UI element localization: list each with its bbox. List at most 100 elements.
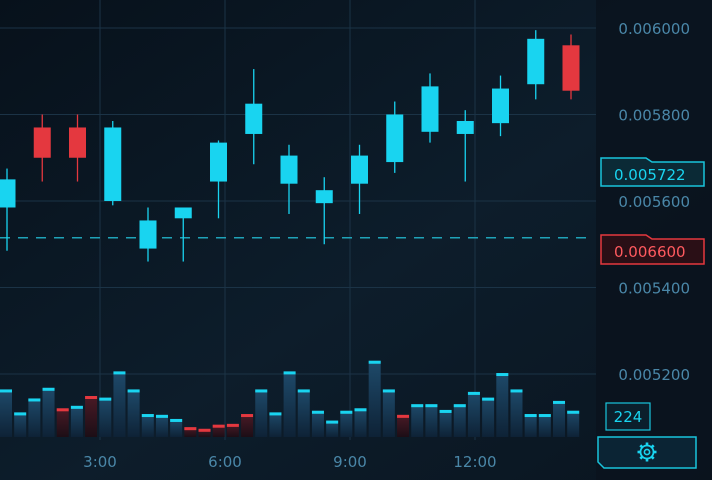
volume-bar (538, 414, 551, 437)
volume-bar (170, 418, 183, 437)
time-label-2: 9:00 (333, 453, 367, 471)
volume-bar (141, 414, 154, 437)
candle-bull[interactable] (492, 88, 509, 124)
current-price-tag[interactable]: 0.005722 (600, 157, 705, 187)
volume-bar (496, 373, 509, 437)
settings-button[interactable] (597, 436, 697, 469)
volume-bar (226, 423, 239, 437)
settings-button-frame[interactable] (597, 436, 697, 469)
candle-bull[interactable] (315, 190, 333, 204)
volume-bar (241, 414, 254, 437)
volume-badge: 224 (605, 402, 651, 431)
volume-bar (269, 412, 282, 437)
volume-bar-cap (56, 408, 69, 412)
volume-bar (340, 410, 353, 437)
volume-bar-cap (482, 397, 495, 401)
volume-bar (425, 404, 438, 437)
candle-bull[interactable] (0, 179, 16, 208)
alert-price-tag[interactable]: 0.006600 (600, 234, 705, 265)
gear-icon[interactable] (637, 442, 657, 462)
volume-bar-cap (85, 396, 98, 399)
candle-bull[interactable] (351, 155, 368, 184)
candle-bull[interactable] (421, 86, 439, 132)
volume-bar (0, 389, 12, 437)
volume-bar-cap (411, 404, 424, 408)
volume-bar (382, 389, 395, 437)
time-label-3: 12:00 (453, 453, 496, 471)
price-label-3: 0.005400 (618, 280, 690, 298)
volume-bar (28, 398, 41, 437)
volume-bar (85, 396, 98, 437)
volume-bar-cap (553, 400, 566, 404)
volume-bar-cap (354, 408, 367, 412)
candle-bear[interactable] (562, 45, 580, 91)
volume-bar-cap (467, 391, 480, 395)
volume-bar (14, 412, 27, 437)
candle-bear[interactable] (69, 127, 86, 158)
volume-bar-cap (155, 414, 168, 418)
current-price-value: 0.005722 (614, 166, 686, 184)
volume-bar (184, 427, 197, 437)
volume-bar-cap (439, 409, 452, 413)
price-label-1: 0.005800 (618, 107, 690, 125)
candle-bull[interactable] (456, 120, 474, 134)
volume-bar-cap (510, 389, 523, 393)
volume-bar (113, 371, 126, 437)
volume-bar-cap (170, 418, 183, 422)
candle-bull[interactable] (174, 207, 192, 219)
volume-bar-cap (326, 420, 339, 424)
volume-bar (482, 397, 495, 437)
volume-bar-cap (42, 387, 55, 391)
price-axis: 0.006000 0.005800 0.005600 0.005400 0.00… (618, 20, 690, 384)
volume-bar (567, 410, 580, 437)
candle-bull[interactable] (527, 38, 545, 85)
volume-bar-cap (311, 410, 324, 414)
volume-bar (397, 414, 410, 437)
time-axis: 3:00 6:00 9:00 12:00 (83, 453, 496, 471)
price-label-0: 0.006000 (618, 20, 690, 38)
volume-bar-cap (496, 373, 509, 377)
volume-bar-cap (397, 414, 410, 418)
price-label-2: 0.005600 (618, 193, 690, 211)
volume-bar-cap (113, 371, 126, 375)
volume-bar (255, 389, 268, 437)
candle-bull[interactable] (245, 103, 263, 134)
volume-bar-cap (0, 389, 12, 393)
volume-bar-cap (99, 397, 112, 401)
volume-bar-cap (368, 360, 381, 364)
volume-bar-cap (14, 412, 27, 416)
volume-bar-cap (538, 414, 551, 418)
candle-bull[interactable] (139, 220, 157, 249)
volume-bar-cap (141, 414, 154, 418)
volume-bar-cap (425, 404, 438, 408)
candle-bear[interactable] (33, 127, 51, 158)
candle-bull[interactable] (210, 142, 227, 182)
volume-badge-value: 224 (614, 408, 643, 426)
volume-bar-cap (184, 427, 197, 431)
volume-bar (510, 389, 523, 437)
price-label-4: 0.005200 (618, 366, 690, 384)
volume-bar (553, 400, 566, 437)
volume-bar (467, 391, 480, 437)
volume-bar (439, 409, 452, 437)
volume-bar (70, 405, 83, 437)
volume-bar (212, 424, 225, 437)
time-label-0: 3:00 (83, 453, 117, 471)
volume-bar-cap (127, 389, 140, 393)
volume-bar (524, 414, 537, 437)
candle-bull[interactable] (280, 155, 298, 184)
candle-bull[interactable] (386, 114, 404, 163)
candles[interactable] (0, 30, 580, 262)
volume-bar-cap (198, 428, 211, 432)
candle-bull[interactable] (104, 127, 122, 201)
volume-badge-frame (605, 402, 651, 431)
volume-bar-cap (340, 410, 353, 414)
grid (0, 0, 596, 440)
volume-bar-cap (70, 405, 83, 409)
alert-price-value: 0.006600 (614, 243, 686, 261)
volume-bar (311, 410, 324, 437)
current-price-tag-frame (600, 157, 705, 187)
volume-bar-cap (255, 389, 268, 393)
